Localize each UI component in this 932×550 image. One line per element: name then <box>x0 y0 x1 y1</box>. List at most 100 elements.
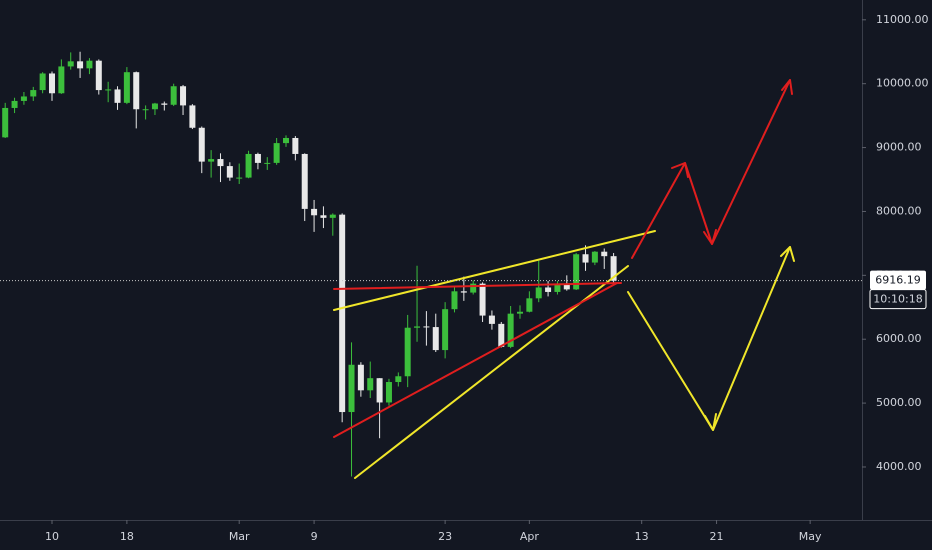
candle-body <box>114 89 121 103</box>
candle-body <box>283 137 289 144</box>
candle-body <box>311 208 318 216</box>
candle-body <box>582 254 589 263</box>
candle-body <box>498 323 505 347</box>
candle-body <box>357 364 364 391</box>
candle-body <box>339 214 346 413</box>
candle-body <box>526 298 533 312</box>
candle-body <box>385 382 392 403</box>
x-tick-label: Mar <box>229 530 250 543</box>
candle-body <box>264 162 271 164</box>
countdown-label: 10:10:18 <box>873 293 922 306</box>
candle-body <box>123 72 130 103</box>
y-tick-label: 9000.00 <box>876 141 922 154</box>
y-tick-label: 8000.00 <box>876 204 922 217</box>
candle-body <box>507 313 514 347</box>
countdown-box <box>869 289 927 310</box>
candle-body <box>451 291 458 310</box>
candle-body <box>376 378 383 403</box>
arrowhead <box>671 162 689 178</box>
candle-body <box>254 153 261 163</box>
candle-body <box>67 61 74 67</box>
candle-body <box>180 86 187 106</box>
x-tick-label: 18 <box>120 530 134 543</box>
candle-body <box>320 215 327 218</box>
candle-body <box>95 60 102 91</box>
candle-body <box>245 153 252 178</box>
candle-body <box>535 287 542 299</box>
arrow-path <box>631 79 791 259</box>
y-tick-label: 4000.00 <box>876 460 922 473</box>
x-tick-label: 9 <box>311 530 318 543</box>
candle-body <box>329 214 336 218</box>
candle-body <box>610 256 617 281</box>
y-tick-label: 6000.00 <box>876 332 922 345</box>
candle-body <box>11 100 18 108</box>
candle-body <box>161 103 168 105</box>
x-tick-label: May <box>799 530 822 543</box>
candle-body <box>479 283 486 316</box>
candle-body <box>460 291 467 293</box>
candle-body <box>517 311 523 314</box>
candle-body <box>292 137 299 154</box>
candle-body <box>217 159 224 167</box>
candle-body <box>86 60 93 69</box>
x-tick-label: 10 <box>45 530 59 543</box>
candle-body <box>545 287 552 292</box>
candle-body <box>301 153 308 209</box>
arrowhead <box>703 229 717 245</box>
x-tick-label: 21 <box>710 530 724 543</box>
candle-body <box>77 61 84 69</box>
last-price-label: 6916.19 <box>875 274 921 287</box>
candle-body <box>601 251 608 257</box>
trendline <box>333 230 656 311</box>
candle-body <box>105 89 112 91</box>
candle-body <box>573 254 580 290</box>
candle-body <box>226 166 233 178</box>
arrowhead <box>781 79 793 95</box>
y-tick-label: 5000.00 <box>876 396 922 409</box>
candle-body <box>208 159 215 162</box>
x-tick-label: Apr <box>520 530 540 543</box>
y-tick-label: 10000.00 <box>876 77 929 90</box>
arrowhead <box>704 413 717 431</box>
candle-body <box>58 66 65 94</box>
candle-body <box>395 376 402 383</box>
last-price-box <box>870 270 926 290</box>
candle-body <box>236 177 243 179</box>
candle-body <box>442 309 449 351</box>
trendline <box>333 282 618 438</box>
candle-body <box>554 283 561 292</box>
candle-body <box>432 327 439 351</box>
candle-body <box>142 109 149 111</box>
candle-body <box>198 127 205 162</box>
candle-body <box>348 364 355 413</box>
candle-body <box>273 143 280 163</box>
candle-body <box>30 90 37 97</box>
candle-body <box>423 326 430 328</box>
candle-body <box>133 72 140 110</box>
candle-body <box>470 283 477 293</box>
x-tick-label: 23 <box>438 530 452 543</box>
candle-body <box>591 251 598 263</box>
candle-body <box>2 107 9 138</box>
candle-body <box>488 315 495 324</box>
candle-body <box>404 327 411 377</box>
y-tick-label: 11000.00 <box>876 13 929 26</box>
arrowhead <box>780 246 795 262</box>
axes: 4000.005000.006000.007000.008000.009000.… <box>0 13 929 543</box>
candle-body <box>49 73 55 94</box>
candle-body <box>39 73 46 91</box>
candle-body <box>367 378 374 391</box>
drawings <box>333 79 795 479</box>
candle-body <box>414 326 421 328</box>
candles <box>2 51 617 477</box>
candle-body <box>20 96 27 101</box>
candle-body <box>563 283 570 290</box>
candle-body <box>151 103 158 110</box>
candle-body <box>170 86 177 105</box>
trendline <box>333 282 622 290</box>
x-tick-label: 13 <box>635 530 649 543</box>
